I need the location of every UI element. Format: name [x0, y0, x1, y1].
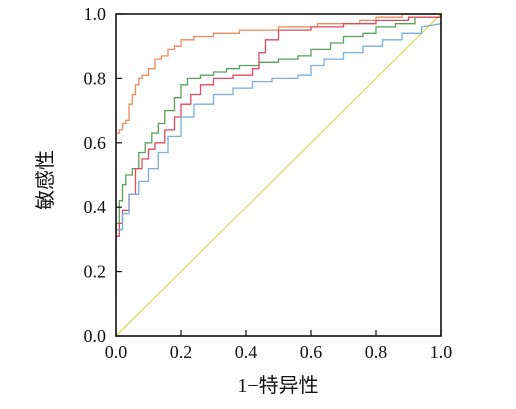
- plot-frame: [115, 13, 442, 337]
- y-tick-label-5: 1.0: [84, 4, 107, 24]
- y-tick-label-0: 0.0: [84, 326, 107, 346]
- y-tick-label-1: 0.2: [84, 262, 107, 282]
- x-tick-label-3: 0.6: [300, 342, 323, 362]
- x-tick-label-0: 0.0: [105, 342, 128, 362]
- series-line-1: [116, 14, 441, 137]
- series-line-4: [116, 23, 441, 278]
- x-tick-label-1: 0.2: [170, 342, 193, 362]
- series-line-3: [116, 16, 441, 262]
- x-tick-label-5: 1.0: [430, 342, 453, 362]
- series-line-2: [116, 14, 441, 291]
- y-tick-label-3: 0.6: [84, 133, 107, 153]
- x-tick-label-2: 0.4: [235, 342, 258, 362]
- y-tick-label-2: 0.4: [84, 197, 107, 217]
- y-axis-title: 敏感性: [34, 150, 57, 210]
- y-tick-label-4: 0.8: [84, 68, 107, 88]
- x-tick-label-4: 0.8: [365, 342, 388, 362]
- reference-diagonal-line: [116, 14, 441, 336]
- x-axis-title: 1−特异性: [237, 374, 318, 397]
